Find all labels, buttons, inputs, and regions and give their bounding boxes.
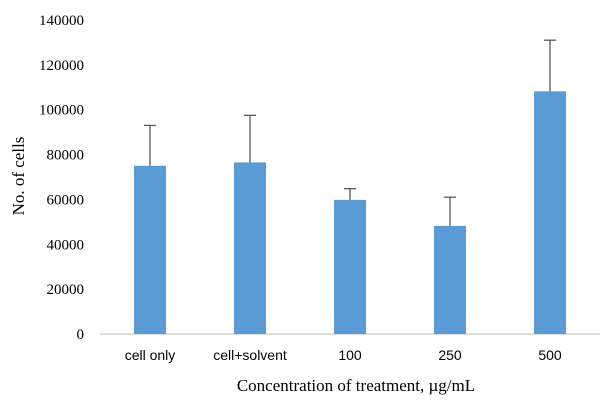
x-axis-title: Concentration of treatment, µg/mL xyxy=(237,376,475,395)
x-tick-label: 250 xyxy=(438,347,462,363)
bar-cell-only xyxy=(134,165,166,334)
bars-group xyxy=(134,91,566,334)
y-tick-label: 100000 xyxy=(39,103,84,119)
error-bars-group xyxy=(144,39,556,226)
y-tick-label: 0 xyxy=(77,327,85,343)
bar-cell-solvent xyxy=(234,162,266,334)
y-tick-label: 20000 xyxy=(47,282,85,298)
x-tick-label: cell only xyxy=(125,347,176,363)
bar-500 xyxy=(534,91,566,334)
y-axis-title: No. of cells xyxy=(9,137,28,216)
y-tick-label: 120000 xyxy=(39,58,84,74)
y-tick-label: 140000 xyxy=(39,13,84,29)
y-axis-ticks: 0 20000 40000 60000 80000 100000 120000 140000 xyxy=(39,13,84,343)
y-tick-label: 40000 xyxy=(47,237,85,253)
x-tick-label: 500 xyxy=(538,347,562,363)
bar-250 xyxy=(434,225,466,334)
x-tick-label: cell+solvent xyxy=(213,347,287,363)
x-axis-ticks: cell only cell+solvent 100 250 500 xyxy=(125,347,562,363)
bar-100 xyxy=(334,199,366,334)
y-tick-label: 60000 xyxy=(47,192,85,208)
y-tick-label: 80000 xyxy=(47,148,85,164)
x-tick-label: 100 xyxy=(338,347,362,363)
